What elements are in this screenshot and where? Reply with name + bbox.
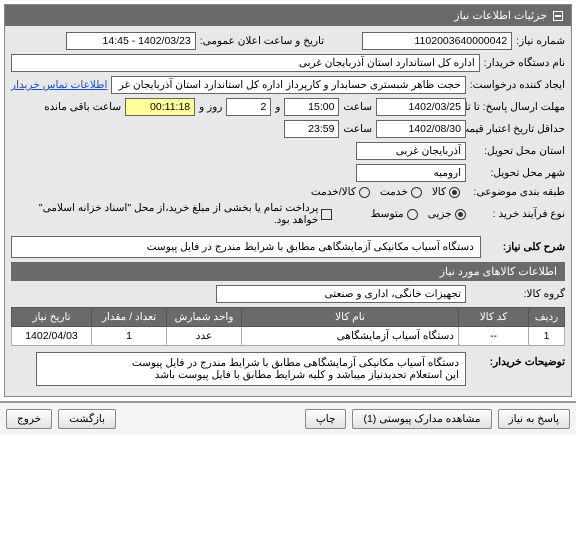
validity-date: 1402/08/30 — [376, 120, 466, 138]
row-category: طبقه بندی موضوعی: کالا خدمت کالا/خدمت — [11, 186, 565, 198]
cell-unit: عدد — [167, 327, 242, 346]
col-code: کد کالا — [459, 308, 529, 327]
pay-checkbox[interactable] — [321, 209, 331, 220]
panel-title: جزئیات اطلاعات نیاز — [454, 9, 547, 22]
saat-2: ساعت — [343, 123, 372, 135]
process-label: نوع فرآیند خرید : — [476, 208, 565, 220]
col-unit: واحد شمارش — [167, 308, 242, 327]
cell-row: 1 — [529, 327, 565, 346]
countdown: 00:11:18 — [125, 98, 195, 116]
saat-1: ساعت — [343, 101, 372, 113]
pay-note: پرداخت تمام یا بخشی از مبلغ خرید،از محل … — [11, 202, 318, 226]
deadline-label: مهلت ارسال پاسخ: تا تاریخ: — [470, 101, 565, 113]
buyer-label: نام دستگاه خریدار: — [484, 57, 565, 69]
col-row: ردیف — [529, 308, 565, 327]
row-summary: شرح کلی نیاز: دستگاه آسیاب مکانیکی آزمای… — [11, 236, 565, 258]
cell-name: دستگاه آسیاب آزمایشگاهی — [242, 327, 459, 346]
cat-both: کالا/خدمت — [311, 186, 370, 198]
validity-label: حداقل تاریخ اعتبار قیمت: تا تاریخ: — [470, 123, 565, 135]
items-table: ردیف کد کالا نام کالا واحد شمارش تعداد /… — [11, 307, 565, 346]
row-buyer: نام دستگاه خریدار: اداره کل استاندارد اس… — [11, 54, 565, 72]
cat-service: خدمت — [380, 186, 422, 198]
radio-medium[interactable] — [407, 209, 418, 220]
proc-medium: متوسط — [371, 208, 418, 220]
cell-qty: 1 — [92, 327, 167, 346]
need-no-label: شماره نیاز: — [516, 35, 565, 47]
group-value: تجهیزات خانگی، اداری و صنعتی — [216, 285, 466, 303]
requester-label: ایجاد کننده درخواست: — [470, 79, 565, 91]
radio-both[interactable] — [359, 187, 370, 198]
pub-time-label: تاریخ و ساعت اعلان عمومی: — [200, 35, 324, 47]
buyer-value: اداره کل استاندارد استان آذربایجان غربی — [11, 54, 480, 72]
respond-button[interactable]: پاسخ به نیاز — [498, 409, 570, 429]
days-remain: 2 — [226, 98, 271, 116]
radio-service[interactable] — [411, 187, 422, 198]
radio-partial[interactable] — [455, 209, 466, 220]
row-need-no: شماره نیاز: 1102003640000042 تاریخ و ساع… — [11, 32, 565, 50]
contact-link[interactable]: اطلاعات تماس خریدار — [11, 79, 107, 91]
buyer-notes-value: دستگاه آسیاب مکانیکی آزمایشگاهی مطابق با… — [36, 352, 466, 386]
cell-date: 1402/04/03 — [12, 327, 92, 346]
table-header-row: ردیف کد کالا نام کالا واحد شمارش تعداد /… — [12, 308, 565, 327]
pay-note-item: پرداخت تمام یا بخشی از مبلغ خرید،از محل … — [11, 202, 332, 226]
va: و — [275, 101, 280, 113]
validity-time: 23:59 — [284, 120, 339, 138]
docs-button[interactable]: مشاهده مدارک پیوستی (1) — [352, 409, 491, 429]
row-city: شهر محل تحویل: ارومیه — [11, 164, 565, 182]
row-requester: ایجاد کننده درخواست: حجت ظاهر شبستری حسا… — [11, 76, 565, 94]
items-header: اطلاعات کالاهای مورد نیاز — [11, 262, 565, 281]
panel-header: جزئیات اطلاعات نیاز — [5, 5, 571, 26]
buyer-notes-label: توضیحات خریدار: — [470, 352, 565, 368]
deadline-time: 15:00 — [284, 98, 339, 116]
city-label: شهر محل تحویل: — [470, 167, 565, 179]
radio-goods[interactable] — [449, 187, 460, 198]
exit-button[interactable]: خروج — [6, 409, 52, 429]
cat-goods: کالا — [432, 186, 460, 198]
back-button[interactable]: بازگشت — [58, 409, 116, 429]
deadline-date: 1402/03/25 — [376, 98, 466, 116]
col-name: نام کالا — [242, 308, 459, 327]
requester-value: حجت ظاهر شبستری حسابدار و کارپرداز اداره… — [111, 76, 465, 94]
province-label: استان محل تحویل: — [470, 145, 565, 157]
row-process: نوع فرآیند خرید : جزیی متوسط پرداخت تمام… — [11, 202, 565, 226]
cell-code: -- — [459, 327, 529, 346]
footer: پاسخ به نیاز مشاهده مدارک پیوستی (1) چاپ… — [0, 401, 576, 435]
category-label: طبقه بندی موضوعی: — [470, 186, 565, 198]
row-validity: حداقل تاریخ اعتبار قیمت: تا تاریخ: 1402/… — [11, 120, 565, 138]
proc-partial: جزیی — [428, 208, 466, 220]
province-value: آذربایجان غربی — [356, 142, 466, 160]
pub-time-value: 1402/03/23 - 14:45 — [66, 32, 196, 50]
col-date: تاریخ نیاز — [12, 308, 92, 327]
col-qty: تعداد / مقدار — [92, 308, 167, 327]
rooz: روز و — [199, 101, 222, 113]
panel-body: شماره نیاز: 1102003640000042 تاریخ و ساع… — [5, 26, 571, 396]
row-buyer-notes: توضیحات خریدار: دستگاه آسیاب مکانیکی آزم… — [11, 352, 565, 386]
remain-label: ساعت باقی مانده — [44, 101, 121, 113]
group-label: گروه کالا: — [470, 288, 565, 300]
details-panel: جزئیات اطلاعات نیاز شماره نیاز: 11020036… — [4, 4, 572, 397]
summary-label: شرح کلی نیاز: — [485, 241, 565, 253]
row-province: استان محل تحویل: آذربایجان غربی — [11, 142, 565, 160]
table-row[interactable]: 1 -- دستگاه آسیاب آزمایشگاهی عدد 1 1402/… — [12, 327, 565, 346]
need-no-value: 1102003640000042 — [362, 32, 512, 50]
print-button[interactable]: چاپ — [305, 409, 347, 429]
row-deadline: مهلت ارسال پاسخ: تا تاریخ: 1402/03/25 سا… — [11, 98, 565, 116]
collapse-icon[interactable] — [553, 11, 563, 21]
summary-value: دستگاه آسیاب مکانیکی آزمایشگاهی مطابق با… — [11, 236, 481, 258]
row-group: گروه کالا: تجهیزات خانگی، اداری و صنعتی — [11, 285, 565, 303]
city-value: ارومیه — [356, 164, 466, 182]
